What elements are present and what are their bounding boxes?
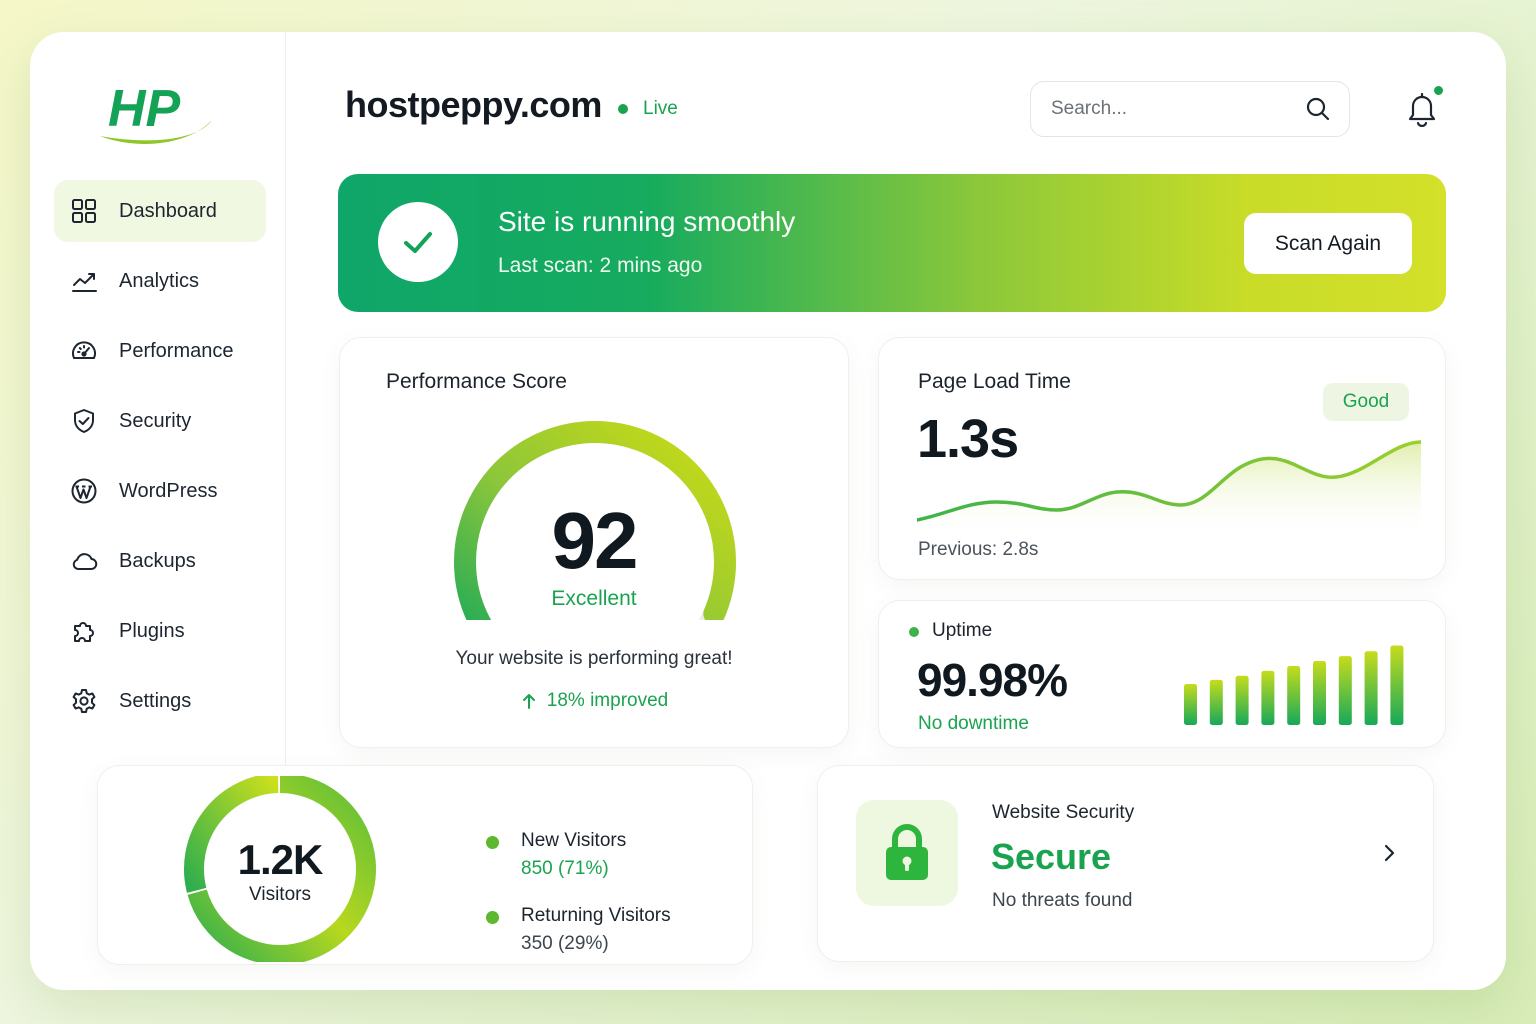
website-security-card[interactable]: Website Security Secure No threats found	[817, 765, 1434, 962]
search-input[interactable]	[1051, 98, 1305, 120]
sidebar-item-label: Plugins	[119, 619, 185, 642]
search-icon[interactable]	[1305, 96, 1331, 122]
banner-subtitle: Last scan: 2 mins ago	[498, 254, 703, 277]
visitors-total: 1.2K	[237, 836, 324, 883]
visitors-donut-chart	[184, 776, 376, 962]
checkmark-icon	[404, 232, 432, 253]
previous-load-time: Previous: 2.8s	[918, 539, 1039, 560]
security-status: Secure	[991, 836, 1112, 877]
status-check-badge	[378, 202, 458, 282]
site-title: hostpeppy.com	[345, 84, 602, 125]
banner-title: Site is running smoothly	[498, 206, 796, 237]
security-subtitle: No threats found	[992, 890, 1133, 911]
sidebar-item-label: WordPress	[119, 479, 218, 502]
sidebar-item-settings[interactable]: Settings	[54, 670, 266, 732]
legend-dot-new	[486, 836, 499, 849]
visitors-card: 1.2K Visitors New Visitors 850 (71%) Ret…	[97, 765, 753, 965]
legend-returning-visitors-value: 350 (29%)	[521, 933, 609, 954]
page-load-value: 1.3s	[917, 409, 1019, 469]
status-banner: Site is running smoothly Last scan: 2 mi…	[338, 174, 1446, 312]
shield-check-icon	[74, 409, 94, 433]
dashboard-grid-icon	[72, 199, 96, 223]
wordpress-icon	[71, 478, 97, 504]
live-status-label: Live	[643, 98, 678, 119]
uptime-bar	[1235, 675, 1249, 725]
page-load-time-card: Page Load Time 1.3s Good Previous: 2.8s	[878, 337, 1446, 580]
notification-bell-icon[interactable]	[1402, 88, 1442, 130]
sidebar-item-performance[interactable]: Performance	[54, 320, 266, 382]
uptime-bar	[1209, 679, 1223, 725]
gear-icon	[72, 689, 96, 713]
legend-new-visitors-value: 850 (71%)	[521, 858, 609, 879]
card-title: Uptime	[932, 620, 993, 641]
status-badge: Good	[1323, 383, 1409, 421]
uptime-bar	[1364, 651, 1378, 725]
logo-text: HP	[108, 80, 181, 138]
live-status: Live	[618, 98, 678, 120]
uptime-bar	[1390, 645, 1404, 725]
hostpeppy-logo[interactable]: HP	[96, 76, 220, 148]
lock-tile	[856, 800, 958, 906]
trend-line-icon	[72, 273, 97, 292]
uptime-value: 99.98%	[917, 654, 1068, 706]
card-title: Page Load Time	[918, 370, 1071, 393]
sidebar-nav: Dashboard Analytics Performance Secu	[54, 180, 266, 740]
sidebar-item-label: Backups	[119, 549, 196, 572]
sidebar-item-plugins[interactable]: Plugins	[54, 600, 266, 662]
uptime-bar-chart	[1184, 645, 1404, 725]
performance-gauge	[454, 421, 736, 620]
sidebar-item-backups[interactable]: Backups	[54, 530, 266, 592]
performance-rating: Excellent	[551, 587, 637, 610]
scan-again-button[interactable]: Scan Again	[1244, 213, 1412, 274]
sidebar-item-label: Settings	[119, 689, 192, 712]
legend-dot-returning	[486, 911, 499, 924]
visitors-label: Visitors	[249, 884, 311, 905]
uptime-status-dot	[909, 627, 919, 637]
sidebar-item-label: Analytics	[119, 269, 200, 292]
sidebar-item-wordpress[interactable]: WordPress	[54, 460, 266, 522]
sidebar: HP Dashboard Analytics	[30, 32, 286, 767]
performance-improvement-text: 18% improved	[546, 690, 669, 711]
live-status-dot	[618, 104, 628, 114]
donut-segment-new-visitors	[187, 776, 376, 962]
performance-improvement: 18% improved	[340, 690, 848, 712]
performance-message: Your website is performing great!	[455, 648, 733, 669]
sidebar-item-label: Security	[119, 409, 192, 432]
lock-icon	[886, 824, 928, 880]
uptime-bar	[1338, 656, 1352, 725]
sidebar-item-dashboard[interactable]: Dashboard	[54, 180, 266, 242]
sparkline-line	[917, 440, 1421, 522]
search-box	[1030, 81, 1350, 137]
sidebar-item-analytics[interactable]: Analytics	[54, 250, 266, 312]
notification-dot	[1432, 84, 1445, 97]
legend-new-visitors-label: New Visitors	[521, 830, 627, 851]
sparkline-area	[917, 442, 1421, 540]
cloud-icon	[72, 553, 98, 570]
uptime-bar	[1184, 684, 1197, 725]
card-title: Performance Score	[386, 370, 567, 393]
uptime-card: Uptime 99.98% No downtime	[878, 600, 1446, 748]
uptime-bar	[1313, 661, 1326, 725]
uptime-subtitle: No downtime	[918, 713, 1029, 734]
load-time-sparkline	[917, 440, 1421, 540]
legend-returning-visitors-label: Returning Visitors	[521, 905, 671, 926]
security-title: Website Security	[992, 802, 1135, 823]
speedometer-icon	[72, 341, 96, 359]
gauge-fill	[454, 421, 736, 620]
uptime-bar	[1261, 670, 1275, 725]
uptime-bar	[1287, 666, 1301, 725]
puzzle-icon	[74, 622, 94, 642]
sidebar-item-label: Dashboard	[119, 199, 217, 222]
dashboard-window: HP Dashboard Analytics	[30, 32, 1506, 990]
sidebar-item-label: Performance	[119, 339, 234, 362]
performance-score-card: Performance Score 92 Excellent Your webs…	[339, 337, 849, 748]
arrow-up-icon	[522, 694, 535, 709]
chevron-right-icon[interactable]	[1378, 842, 1400, 864]
performance-score-value: 92	[551, 496, 639, 585]
donut-segment-returning-visitors	[184, 776, 279, 893]
sidebar-item-security[interactable]: Security	[54, 390, 266, 452]
